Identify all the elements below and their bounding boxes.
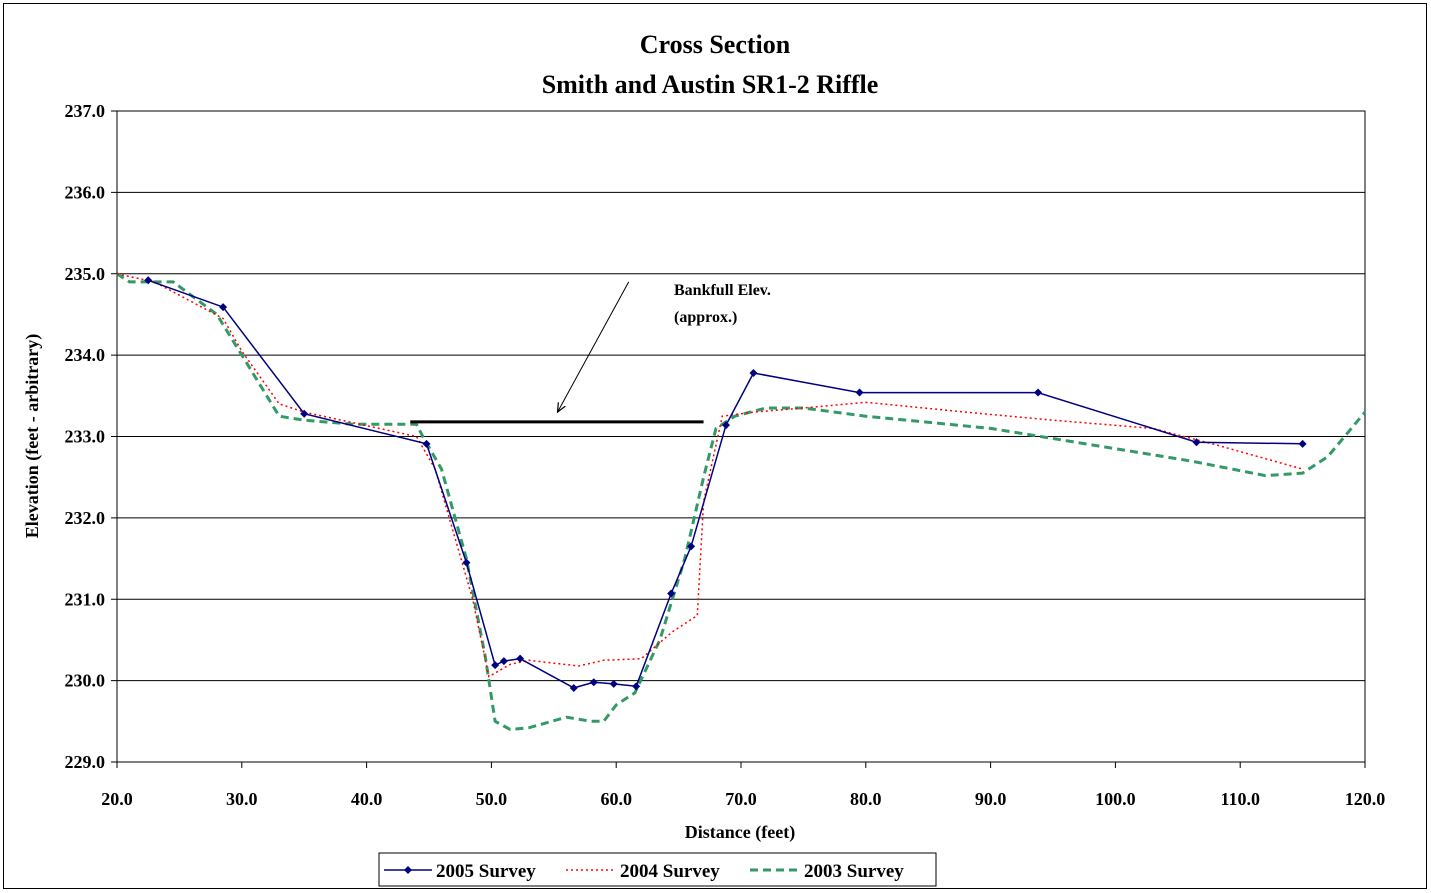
y-axis-label: Elevation (feet - arbitrary)	[22, 334, 43, 538]
chart-frame	[3, 3, 1427, 889]
data-point-2005	[422, 439, 431, 448]
data-point-2005	[144, 276, 153, 285]
y-tick-label: 230.0	[65, 671, 106, 691]
data-point-2005	[1034, 388, 1043, 397]
data-point-2005	[1298, 439, 1307, 448]
y-tick-label: 229.0	[65, 752, 106, 772]
x-axis-label: Distance (feet)	[685, 822, 795, 843]
y-axis-ticks: 229.0 230.0 231.0 232.0 233.0 234.0 235.0 236.0…	[65, 101, 117, 772]
legend-label-2004: 2004 Survey	[620, 861, 720, 882]
data-point-2005	[722, 421, 731, 430]
x-tick-label: 90.0	[975, 789, 1007, 809]
legend-item-2004: 2004 Survey	[566, 861, 720, 882]
y-tick-label: 236.0	[65, 182, 106, 202]
chart-title: Cross Section	[640, 30, 791, 59]
series-line-2005	[147, 279, 1303, 689]
data-point-2005	[491, 661, 500, 670]
data-point-2005	[462, 558, 471, 567]
chart-subtitle: Smith and Austin SR1-2 Riffle	[542, 70, 879, 99]
x-tick-label: 80.0	[850, 789, 882, 809]
data-point-2005	[855, 388, 864, 397]
data-point-2005	[589, 678, 598, 687]
x-tick-label: 110.0	[1220, 789, 1260, 809]
data-point-2005	[1192, 438, 1201, 447]
data-point-2005	[569, 683, 578, 692]
x-tick-label: 50.0	[476, 789, 508, 809]
data-point-2005	[499, 657, 508, 666]
data-point-2005	[667, 589, 676, 598]
y-tick-label: 237.0	[65, 101, 106, 121]
data-point-2005	[219, 303, 228, 312]
x-tick-label: 40.0	[351, 789, 383, 809]
legend-item-2005: 2005 Survey	[384, 861, 536, 882]
data-point-2005	[632, 682, 641, 691]
data-point-2005	[516, 654, 525, 663]
y-tick-label: 233.0	[65, 427, 106, 447]
series-line-2003	[116, 272, 1367, 731]
x-tick-label: 100.0	[1095, 789, 1136, 809]
x-tick-label: 20.0	[101, 789, 133, 809]
data-point-2005	[687, 542, 696, 551]
x-tick-label: 70.0	[725, 789, 757, 809]
annotation-arrow	[558, 281, 630, 412]
y-tick-label: 234.0	[65, 345, 106, 365]
x-tick-label: 120.0	[1345, 789, 1386, 809]
x-tick-label: 60.0	[600, 789, 632, 809]
x-axis-ticks: 20.0 30.0 40.0 50.0 60.0 70.0 80.0 90.0 100.0 110…	[101, 762, 1385, 809]
y-tick-label: 232.0	[65, 508, 106, 528]
x-tick-label: 30.0	[226, 789, 258, 809]
annotation-line-1: Bankfull Elev.	[674, 282, 771, 299]
legend-item-2003: 2003 Survey	[750, 861, 904, 882]
legend: 2005 Survey 2004 Survey 2003 Survey	[378, 852, 937, 887]
legend-box	[378, 852, 937, 887]
series-line-2004	[116, 273, 1303, 678]
legend-label-2003: 2003 Survey	[804, 861, 904, 882]
data-point-2005	[300, 409, 309, 418]
legend-label-2005: 2005 Survey	[436, 861, 536, 882]
y-tick-label: 231.0	[65, 589, 106, 609]
data-point-2005	[749, 369, 758, 378]
y-tick-label: 235.0	[65, 264, 106, 284]
series-layer	[116, 272, 1367, 731]
data-point-2005	[609, 679, 618, 688]
gridlines	[117, 191, 1365, 682]
annotation-line-2: (approx.)	[674, 309, 737, 326]
legend-marker-2005	[404, 866, 412, 874]
